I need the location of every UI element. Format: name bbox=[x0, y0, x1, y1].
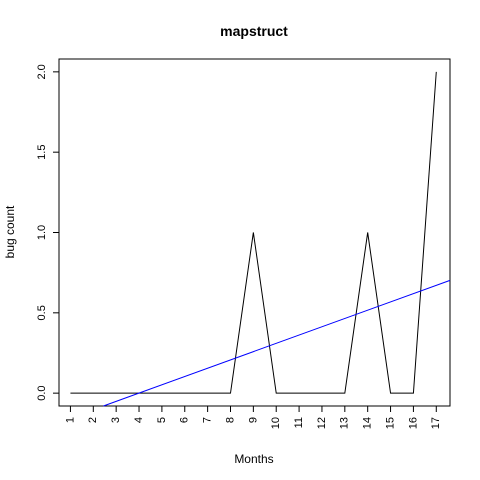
x-tick-label: 17 bbox=[430, 417, 442, 429]
x-tick-label: 6 bbox=[179, 417, 191, 423]
x-tick-label: 10 bbox=[270, 417, 282, 429]
x-axis-label: Months bbox=[234, 452, 273, 466]
y-tick-label: 1.5 bbox=[36, 145, 48, 160]
series-layer bbox=[70, 71, 437, 394]
x-tick-label: 3 bbox=[110, 417, 122, 423]
x-tick-label: 8 bbox=[224, 417, 236, 423]
x-tick-label: 14 bbox=[362, 417, 374, 429]
x-tick-label: 5 bbox=[156, 417, 168, 423]
x-tick-label: 2 bbox=[87, 417, 99, 423]
y-axis-label: bug count bbox=[3, 205, 17, 258]
y-tick-label: 1.0 bbox=[36, 225, 48, 240]
trend-line bbox=[103, 279, 451, 407]
x-tick-label: 15 bbox=[384, 417, 396, 429]
x-tick-label: 4 bbox=[133, 417, 145, 423]
x-tick-label: 13 bbox=[339, 417, 351, 429]
y-tick-label: 2.0 bbox=[36, 64, 48, 79]
y-tick-label: 0.5 bbox=[36, 305, 48, 320]
x-tick-label: 1 bbox=[64, 417, 76, 423]
x-tick-label: 7 bbox=[202, 417, 214, 423]
x-tick-label: 16 bbox=[407, 417, 419, 429]
y-axis: 0.0 0.5 1.0 1.5 2.0 bbox=[36, 64, 59, 401]
y-tick-label: 0.0 bbox=[36, 385, 48, 400]
x-tick-label: 12 bbox=[316, 417, 328, 429]
x-tick-label: 11 bbox=[293, 417, 305, 428]
x-tick-label: 9 bbox=[247, 417, 259, 423]
trend-layer bbox=[103, 279, 451, 407]
plot-frame bbox=[58, 58, 451, 407]
series-line-0 bbox=[70, 71, 437, 394]
x-axis: 1 2 3 4 5 6 7 8 9 10 11 12 13 14 15 16 17 bbox=[64, 406, 442, 429]
chart-title: mapstruct bbox=[220, 23, 288, 39]
